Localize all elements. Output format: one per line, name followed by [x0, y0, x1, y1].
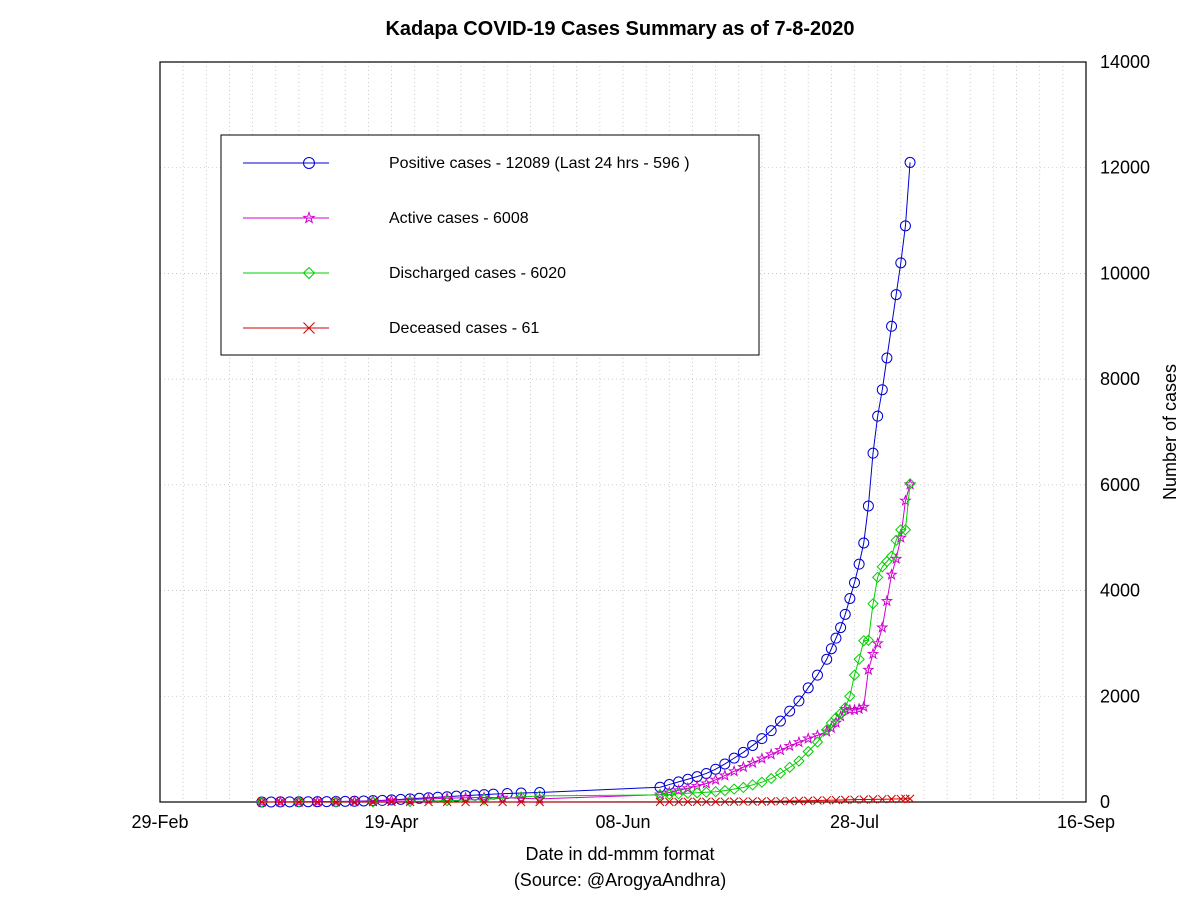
legend-label: Positive cases - 12089 (Last 24 hrs - 59… — [389, 155, 690, 172]
x-tick-label: 08-Jun — [595, 812, 650, 832]
chart-title: Kadapa COVID-19 Cases Summary as of 7-8-… — [385, 18, 854, 40]
legend-label: Active cases - 6008 — [389, 210, 529, 227]
y-tick-label: 0 — [1100, 792, 1110, 812]
y-tick-label: 8000 — [1100, 369, 1140, 389]
y-tick-label: 4000 — [1100, 581, 1140, 601]
covid-chart: Kadapa COVID-19 Cases Summary as of 7-8-… — [0, 0, 1200, 900]
x-axis-label: Date in dd-mmm format — [525, 844, 714, 864]
x-tick-label: 16-Sep — [1057, 812, 1115, 832]
source-label: (Source: @ArogyaAndhra) — [514, 870, 726, 890]
x-tick-label: 19-Apr — [364, 812, 418, 832]
x-tick-label: 28-Jul — [830, 812, 879, 832]
y-tick-label: 2000 — [1100, 686, 1140, 706]
x-tick-label: 29-Feb — [131, 812, 188, 832]
series-line — [262, 484, 910, 802]
y-tick-label: 14000 — [1100, 52, 1150, 72]
y-tick-label: 10000 — [1100, 263, 1150, 283]
y-axis-label: Number of cases — [1160, 364, 1180, 500]
series-active — [257, 479, 915, 806]
legend-label: Deceased cases - 61 — [389, 320, 539, 337]
series-discharged — [257, 479, 915, 807]
y-tick-label: 12000 — [1100, 158, 1150, 178]
legend-label: Discharged cases - 6020 — [389, 265, 566, 282]
series-line — [262, 484, 910, 802]
y-tick-label: 6000 — [1100, 475, 1140, 495]
chart-container: Kadapa COVID-19 Cases Summary as of 7-8-… — [0, 0, 1200, 900]
